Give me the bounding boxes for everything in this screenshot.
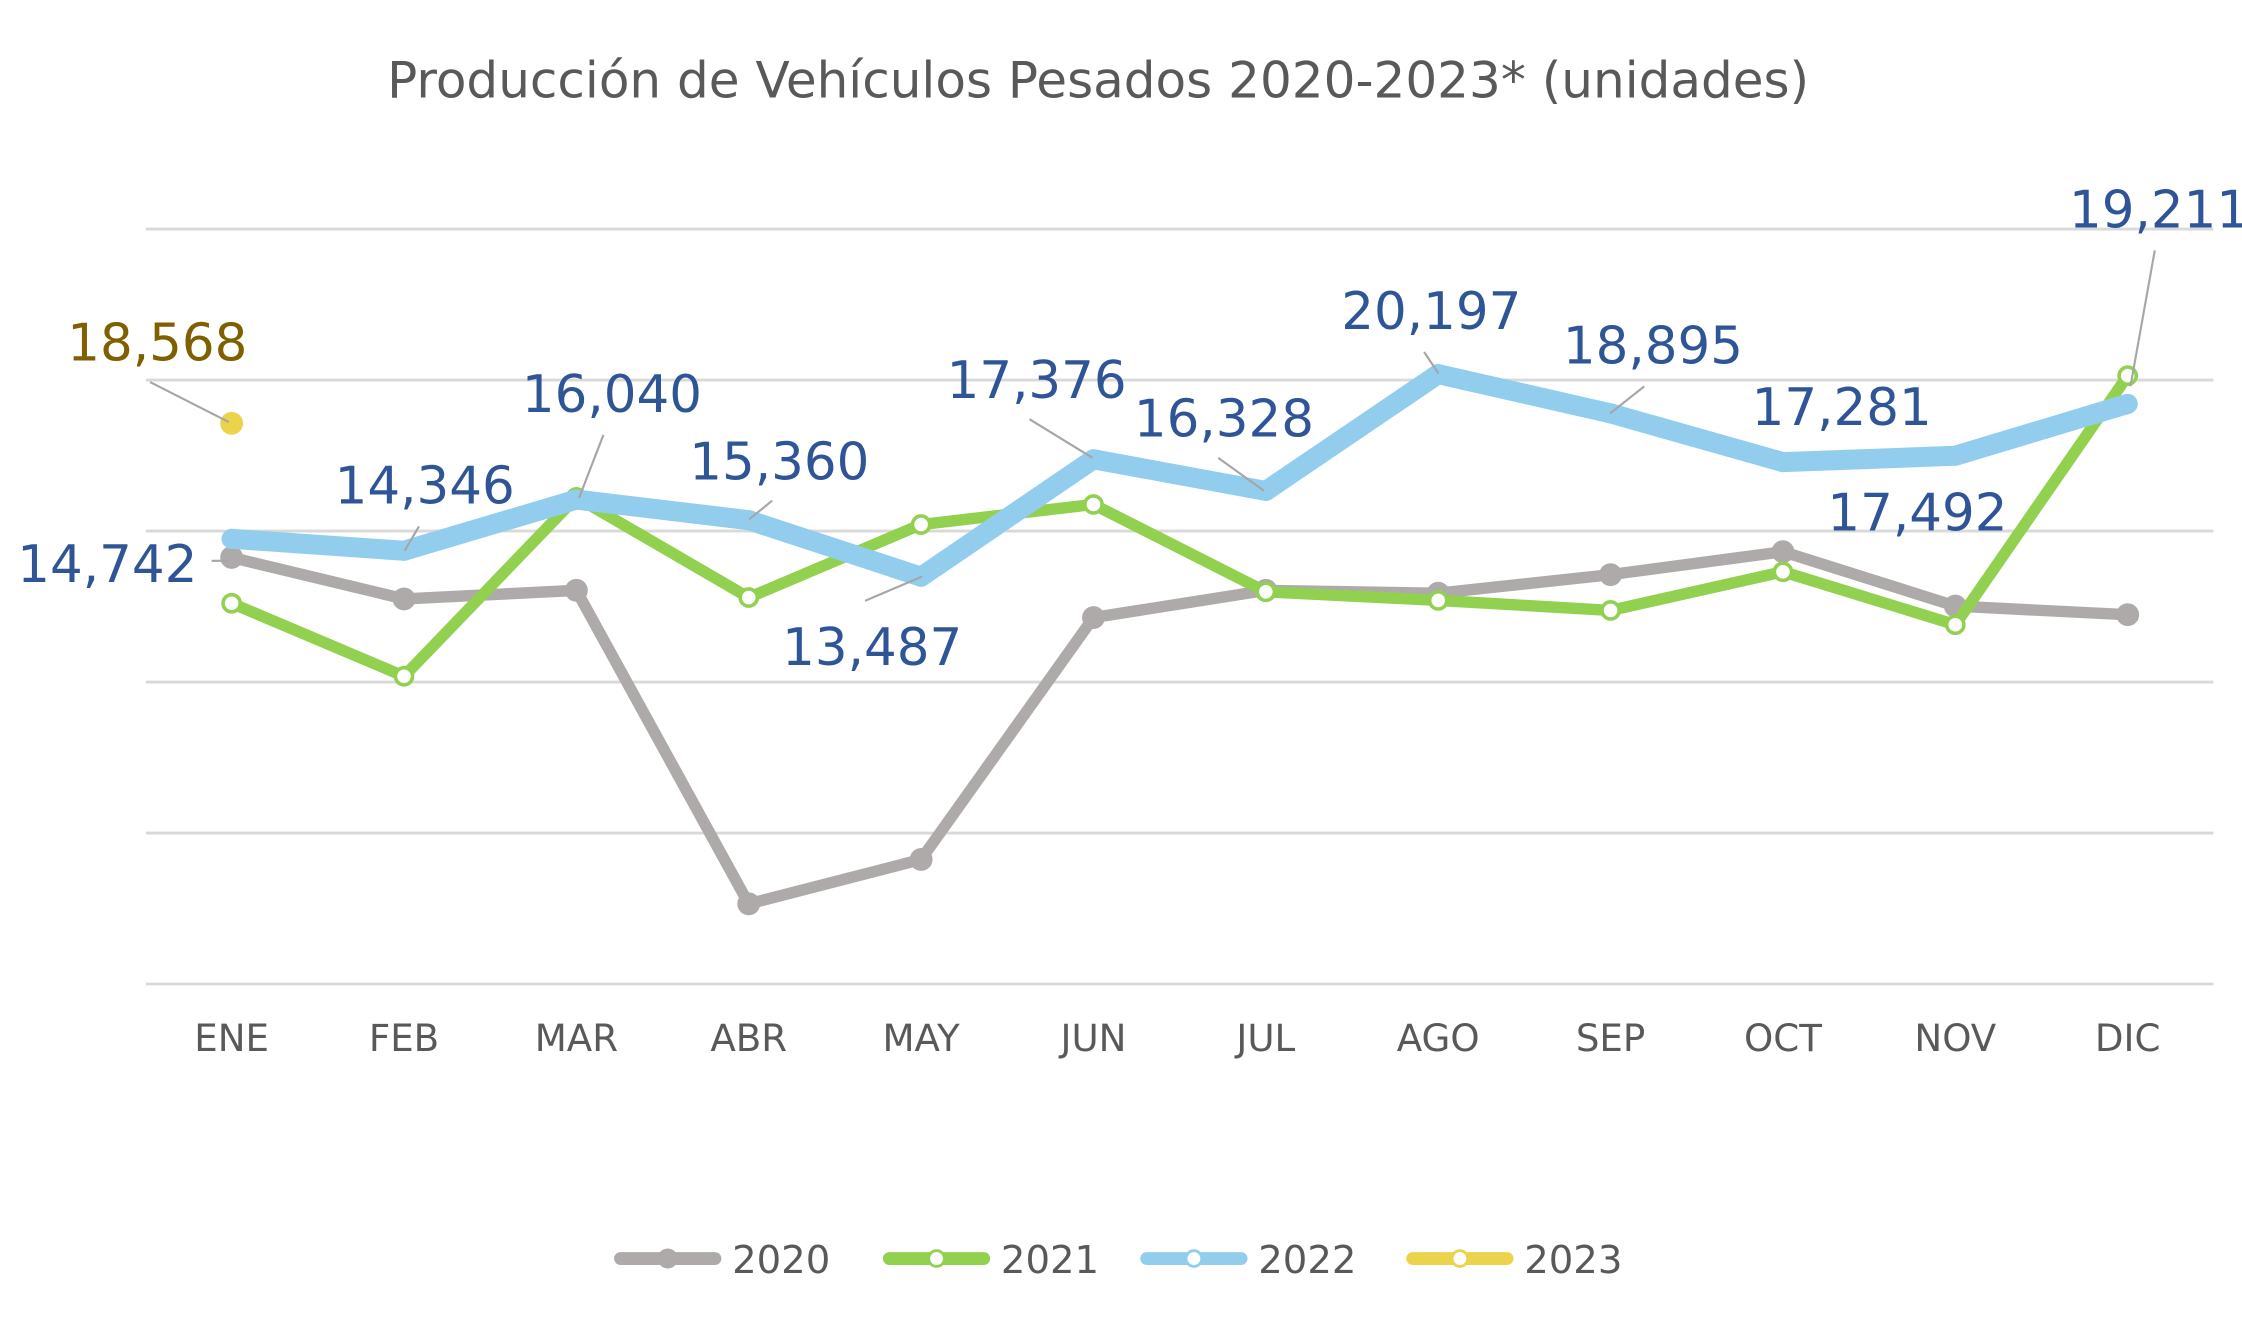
data-point (1083, 449, 1104, 470)
data-label: 18,895 (1563, 316, 1743, 376)
data-point (910, 514, 932, 535)
data-point (393, 665, 415, 687)
leader-line (1609, 385, 1645, 415)
leader-line (578, 434, 605, 499)
data-label: 19,211 (2069, 181, 2242, 241)
x-tick-label: OCT (1744, 1016, 1822, 1060)
data-point (221, 528, 242, 549)
data-label: 18,568 (67, 314, 247, 374)
data-point (393, 540, 415, 561)
legend-item-2020[interactable]: 2020 (614, 1238, 831, 1283)
data-point (2117, 393, 2138, 414)
legend-label: 2020 (732, 1238, 830, 1283)
data-point (564, 578, 588, 602)
leader-line (403, 525, 420, 552)
series-line-2021 (225, 369, 2134, 682)
leader-line (149, 381, 230, 424)
data-point (1255, 581, 1277, 603)
data-point (1600, 600, 1621, 621)
data-label: 16,040 (522, 365, 702, 425)
data-point (1944, 614, 1966, 636)
leader-line (1217, 456, 1265, 492)
data-point (909, 848, 933, 871)
legend-marker (657, 1248, 678, 1269)
x-tick-label: DIC (2095, 1016, 2161, 1060)
x-tick-label: SEP (1576, 1016, 1645, 1060)
x-tick-label: JUN (1058, 1016, 1126, 1060)
data-point (2116, 603, 2140, 627)
data-point (392, 587, 416, 611)
data-point (220, 546, 244, 569)
x-tick-label: MAY (882, 1016, 960, 1060)
data-label: 14,742 (17, 535, 197, 595)
data-label: 17,376 (947, 351, 1127, 411)
leader-line (1423, 351, 1440, 375)
leader-line (748, 499, 773, 521)
leader-line (2129, 250, 2156, 387)
series-line-2020 (225, 545, 2134, 910)
data-label: 15,360 (689, 432, 869, 492)
legend-label: 2022 (1258, 1238, 1356, 1283)
data-point (1427, 590, 1449, 611)
legend-item-2022[interactable]: 2022 (1140, 1238, 1357, 1283)
series-2021 (221, 365, 2139, 687)
chart-title: Producción de Vehículos Pesados 2020-202… (387, 51, 1809, 109)
data-point (1772, 452, 1793, 473)
legend-label: 2021 (1001, 1238, 1099, 1283)
data-point (221, 592, 243, 614)
data-point (1255, 480, 1276, 501)
x-tick-label: ABR (710, 1016, 787, 1060)
data-point (1945, 445, 1966, 466)
x-tick-label: FEB (369, 1016, 439, 1060)
series-2023 (220, 411, 244, 435)
data-point (1772, 561, 1794, 583)
x-tick-label: ENE (194, 1016, 269, 1060)
legend-marker (927, 1249, 946, 1268)
legend-marker (1184, 1249, 1204, 1268)
data-label: 14,346 (335, 457, 515, 517)
data-point (220, 411, 244, 435)
data-point (1771, 540, 1795, 564)
series-2022 (221, 364, 2138, 587)
x-tick-label: NOV (1914, 1016, 1996, 1060)
series-line-2022 (221, 364, 2138, 587)
data-point (566, 489, 587, 510)
legend-item-2021[interactable]: 2021 (882, 1238, 1099, 1283)
legend-label: 2023 (1524, 1238, 1622, 1283)
legend-marker (1450, 1249, 1470, 1268)
x-tick-label: AGO (1397, 1016, 1480, 1060)
leader-line (864, 575, 923, 602)
data-label: 17,281 (1752, 378, 1932, 438)
data-point (1082, 606, 1105, 630)
data-point (1599, 563, 1623, 587)
data-point (737, 892, 761, 916)
x-tick-label: JUL (1234, 1016, 1295, 1060)
x-tick-label: MAR (535, 1016, 618, 1060)
data-point (1083, 494, 1104, 515)
series-2020 (220, 540, 2140, 916)
data-label: 17,492 (1827, 484, 2007, 544)
data-point (738, 587, 760, 608)
data-point (1428, 364, 1449, 385)
legend-item-2023[interactable]: 2023 (1406, 1238, 1623, 1283)
leader-line (1028, 418, 1093, 459)
data-label: 13,487 (782, 618, 962, 678)
data-label: 16,328 (1134, 389, 1314, 449)
data-label: 20,197 (1341, 282, 1521, 342)
